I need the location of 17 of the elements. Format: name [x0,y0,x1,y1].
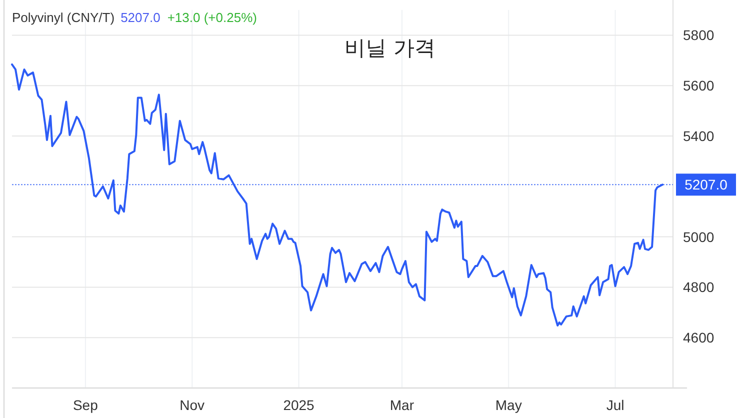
y-tick-label: 5600 [683,78,714,94]
ref-line-label: 5207.0 [684,176,728,193]
annotation: 5207.0 [120,10,160,25]
y-tick-label: 5400 [683,128,714,144]
chart-subtitle: Polyvinyl (CNY/T) [12,10,115,25]
x-tick-label: Mar [390,397,414,413]
y-tick-label: 4600 [683,330,714,346]
y-tick-label: 5000 [683,228,714,245]
annotation: +13.0 (+0.25%) [167,10,257,25]
x-tick-label: Nov [180,397,205,413]
x-tick-label: May [495,397,522,413]
x-tick-label: 2025 [283,397,315,413]
x-tick-label: Sep [72,397,98,413]
y-tick-label: 5800 [683,27,714,44]
x-tick-label: Jul [606,397,624,413]
y-tick-label: 4800 [683,279,714,296]
text: 비닐 가격 [344,36,436,60]
